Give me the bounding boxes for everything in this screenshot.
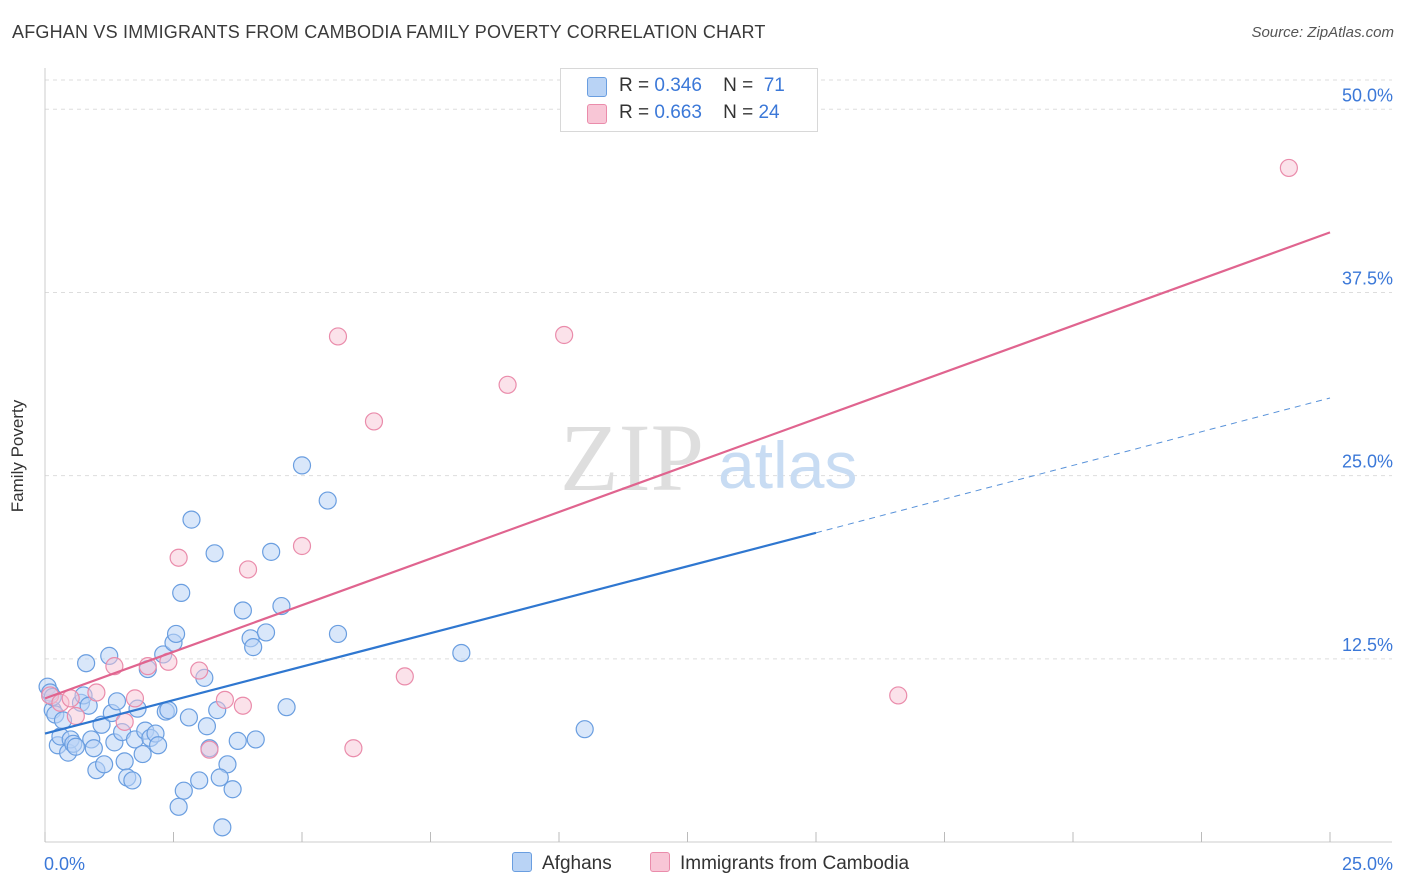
afghans-trend-line [44,531,817,735]
legend-n-value: 71 [763,75,785,96]
trend-lines [44,231,1331,735]
legend-swatch-cambodia [587,104,607,124]
cambodia-points [41,158,1298,759]
cambodia-point [87,683,106,702]
afghans-point [213,818,232,837]
afghans-point [277,698,296,717]
afghans-point [223,780,242,799]
legend-n-value: 24 [758,102,780,123]
cambodia-point [238,560,258,579]
afghans-point [244,638,263,657]
afghans-point [95,755,114,774]
y-axis-label: Family Poverty [8,399,27,513]
cambodia-point [233,696,252,715]
afghans-point [210,768,229,787]
cambodia-point [498,375,517,394]
cambodia-point [344,739,363,758]
bottom-legend-label-afghans: Afghans [542,853,612,874]
afghans-point [123,771,142,790]
afghans-point [172,583,191,602]
afghans-point [328,624,348,644]
cambodia-point [555,325,574,345]
cambodia-point [215,690,234,709]
afghans-point [262,542,281,561]
afghans-point [107,692,127,711]
cambodia-point [61,689,80,708]
chart-title: AFGHAN VS IMMIGRANTS FROM CAMBODIA FAMIL… [12,22,766,42]
cambodia-point [105,657,124,676]
afghans-point [190,771,209,790]
afghans-point [228,731,247,750]
afghans-trend-extension [815,397,1331,534]
afghans-point [133,744,152,764]
cambodia-point [328,327,348,346]
afghans-point [148,736,168,755]
x-tick-label-max: 25.0% [1342,854,1393,874]
cambodia-point [66,706,85,726]
y-tick-label: 37.5% [1342,268,1393,288]
cambodia-point [292,536,312,556]
afghans-point [182,510,201,529]
afghans-point [77,654,96,673]
cambodia-point [125,689,145,708]
cambodia-point [1279,158,1298,178]
afghans-point [169,797,188,816]
watermark-zip: ZIP [560,404,704,511]
bottom-legend-swatch-afghans [512,852,532,872]
x-tick-label-min: 0.0% [44,854,85,874]
afghans-point [256,623,276,642]
legend-r-value: 0.663 [654,102,702,123]
afghans-points [38,456,594,837]
afghans-point [84,739,103,758]
cambodia-trend-line [44,231,1331,700]
cambodia-point [364,412,384,431]
cambodia-point [889,686,908,705]
afghans-point [166,624,186,644]
legend-r-label: R = [619,102,650,123]
legend-r-value: 0.346 [654,75,702,96]
y-tick-label: 12.5% [1342,635,1393,655]
bottom-legend-label-cambodia: Immigrants from Cambodia [680,853,910,874]
afghans-point [115,752,134,771]
legend: R = 0.346 N = 71 R = 0.663 N = 24 [560,68,818,132]
bottom-legend-cambodia: Immigrants from Cambodia [650,852,909,875]
afghans-point [197,717,217,736]
cambodia-point [395,667,414,686]
legend-r-label: R = [619,75,650,96]
y-tick-label: 25.0% [1342,452,1393,472]
afghans-point [246,730,265,749]
watermark: ZIP atlas [560,404,857,511]
legend-swatch-afghans [587,77,607,97]
afghans-point [159,701,178,720]
tick-labels: 12.5% 25.0% 37.5% 50.0% 0.0% 25.0% [44,85,1393,874]
cambodia-point [115,712,134,731]
bottom-legend-swatch-cambodia [650,852,670,872]
cambodia-point [200,740,219,759]
legend-n-label: N = [723,75,754,96]
cambodia-point [190,661,209,680]
afghans-point [66,737,85,756]
afghans-point [292,456,312,475]
watermark-atlas: atlas [718,428,857,502]
chart-source: Source: ZipAtlas.com [1251,24,1394,41]
afghans-point [205,544,224,563]
cambodia-point [169,548,188,567]
afghans-point [179,708,199,727]
afghans-point [174,781,193,800]
afghans-point [452,643,471,663]
afghans-point [575,720,594,739]
afghans-point [318,491,337,510]
legend-n-label: N = [723,102,754,123]
bottom-legend-afghans: Afghans [512,852,612,875]
afghans-point [233,601,252,620]
y-tick-label: 50.0% [1342,85,1393,105]
